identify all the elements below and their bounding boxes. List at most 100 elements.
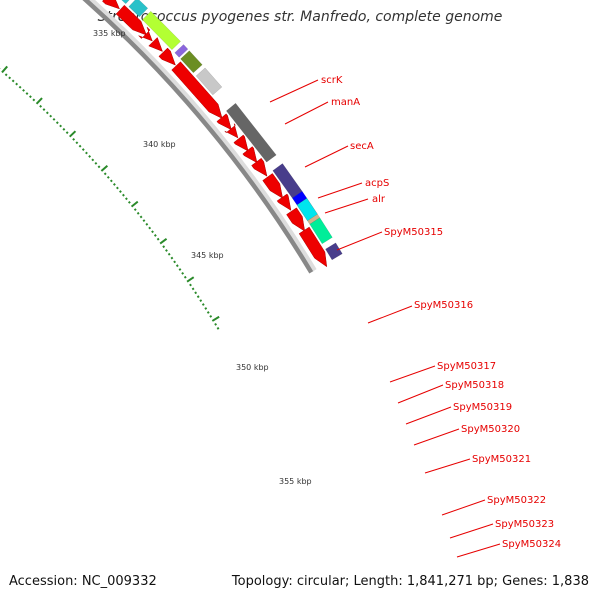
tick-mark bbox=[139, 215, 143, 219]
tick-mark bbox=[130, 200, 139, 208]
tick-mark bbox=[25, 92, 29, 95]
leader-line bbox=[317, 182, 363, 199]
tick-mark bbox=[194, 291, 198, 295]
feature-box bbox=[174, 44, 189, 58]
backbone-outer-line bbox=[89, 0, 317, 272]
gene-label: SpyM50319 bbox=[453, 402, 512, 413]
tick-mark bbox=[142, 219, 146, 223]
feature-box bbox=[325, 242, 343, 261]
leader-line bbox=[304, 145, 349, 168]
tick-mark bbox=[136, 211, 140, 215]
gene-arrow bbox=[298, 226, 328, 268]
tick-mark bbox=[49, 114, 53, 118]
gene-label: manA bbox=[331, 97, 360, 108]
strand-forward-genes bbox=[102, 0, 328, 268]
tick-mark bbox=[196, 295, 200, 299]
gene-label: scrK bbox=[321, 75, 343, 86]
strand-reverse-features bbox=[121, 0, 343, 261]
gene-arrow bbox=[242, 146, 258, 164]
genome-summary-text: Topology: circular; Length: 1,841,271 bp… bbox=[231, 574, 589, 589]
feature-box bbox=[128, 0, 149, 18]
tick-mark bbox=[148, 226, 152, 230]
gene-arrow bbox=[115, 4, 147, 36]
tick-mark bbox=[32, 98, 36, 102]
tick-mark bbox=[72, 137, 76, 141]
tick-mark bbox=[106, 175, 110, 179]
feature-box bbox=[180, 50, 203, 74]
gene-arrow bbox=[251, 157, 268, 177]
tick-mark bbox=[189, 283, 192, 287]
tick-labels: 335 kbp 340 kbp 345 kbp 350 kbp 355 kbp bbox=[93, 29, 312, 486]
tick-mark bbox=[170, 256, 174, 260]
tick-mark bbox=[97, 165, 101, 169]
accession-text: Accession: NC_009332 bbox=[9, 574, 157, 589]
feature-box bbox=[291, 190, 308, 206]
tick-mark bbox=[55, 121, 59, 125]
gene-arrow bbox=[224, 123, 239, 139]
gene-label: SpyM50323 bbox=[495, 519, 554, 530]
tick-mark bbox=[211, 315, 220, 322]
tick-mark bbox=[39, 104, 43, 108]
tick-mark bbox=[45, 111, 49, 115]
tick-label: 350 kbp bbox=[236, 363, 269, 372]
leader-line bbox=[424, 458, 471, 474]
feature-box bbox=[309, 217, 333, 245]
tick-mark bbox=[206, 311, 210, 314]
tick-mark bbox=[22, 88, 25, 92]
gene-label: alr bbox=[372, 194, 386, 205]
gene-label: SpyM50316 bbox=[414, 300, 473, 311]
tick-mark bbox=[153, 234, 157, 237]
tick-mark bbox=[167, 252, 171, 256]
tick-mark bbox=[68, 130, 77, 138]
leader-line bbox=[449, 523, 494, 539]
gene-label: SpyM50320 bbox=[461, 424, 520, 435]
tick-mark bbox=[181, 271, 185, 275]
gene-arrow bbox=[233, 134, 249, 152]
feature-box bbox=[142, 10, 181, 51]
tick-mark bbox=[119, 190, 122, 193]
leader-line bbox=[324, 198, 369, 214]
leader-line bbox=[456, 543, 501, 558]
feature-box bbox=[272, 163, 303, 199]
tick-mark bbox=[81, 148, 85, 151]
gene-arrow bbox=[216, 113, 232, 131]
tick-mark bbox=[8, 76, 12, 80]
gene-arrow bbox=[286, 207, 306, 232]
leader-line bbox=[397, 384, 444, 404]
gene-arrow bbox=[276, 193, 292, 211]
tick-mark bbox=[173, 260, 177, 264]
tick-mark bbox=[127, 200, 131, 204]
tick-mark bbox=[209, 315, 213, 318]
map-title: Streptococcus pyogenes str. Manfredo, co… bbox=[97, 9, 503, 25]
leader-line bbox=[336, 231, 383, 251]
feature-box bbox=[226, 102, 277, 163]
tick-mark bbox=[91, 158, 95, 162]
tick-label: 340 kbp bbox=[143, 140, 176, 149]
leader-line bbox=[405, 406, 452, 425]
tick-mark bbox=[199, 299, 203, 302]
gene-arrow bbox=[148, 37, 163, 52]
tick-mark bbox=[186, 276, 195, 283]
tick-mark bbox=[1, 65, 8, 74]
gene-arrow bbox=[102, 0, 120, 10]
tick-mark bbox=[133, 208, 137, 212]
tick-mark bbox=[178, 268, 182, 271]
tick-mark bbox=[191, 287, 195, 291]
tick-mark bbox=[94, 161, 98, 165]
tick-mark bbox=[201, 303, 205, 306]
gene-arrow bbox=[262, 173, 284, 199]
tick-mark bbox=[65, 131, 69, 135]
tick-mark bbox=[29, 95, 32, 99]
tick-mark bbox=[116, 186, 119, 190]
leader-line bbox=[413, 428, 460, 446]
tick-mark bbox=[214, 323, 217, 326]
tick-mark bbox=[11, 79, 15, 83]
gene-arrow bbox=[138, 26, 153, 42]
tick-mark bbox=[145, 222, 149, 226]
leader-line bbox=[269, 79, 319, 103]
tick-mark bbox=[159, 237, 168, 245]
gene-label: SpyM50317 bbox=[437, 361, 496, 372]
tick-mark bbox=[75, 141, 79, 145]
tick-label: 355 kbp bbox=[279, 477, 312, 486]
tick-mark bbox=[4, 73, 8, 77]
